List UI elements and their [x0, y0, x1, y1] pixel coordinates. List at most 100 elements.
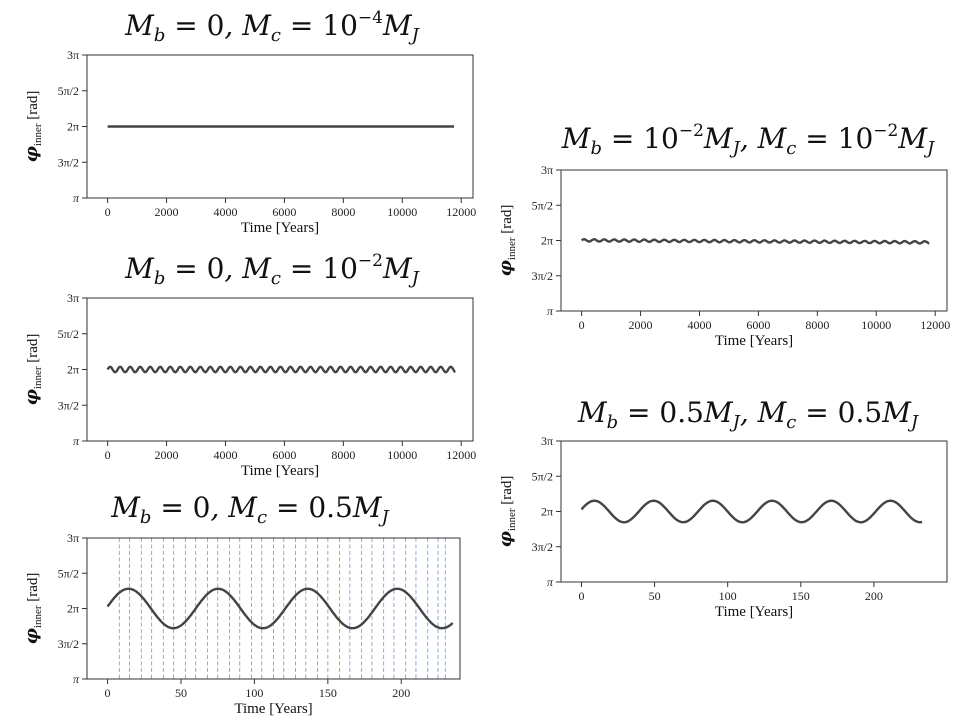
x-tick-label: 6000 [272, 205, 296, 219]
title-value: = 0 [151, 491, 210, 524]
title-value: = 10 [602, 122, 679, 155]
title-subscript: c [786, 138, 796, 159]
title-subscript: b [140, 507, 152, 528]
y-tick-label: 3π [67, 291, 79, 305]
y-label-unit: [rad] [499, 205, 515, 238]
x-axis-label: Time [Years] [241, 463, 319, 479]
x-tick-label: 0 [105, 686, 111, 700]
title-symbol: M [110, 491, 141, 524]
title-symbol: , M [224, 252, 272, 285]
data-series-line [580, 237, 930, 245]
y-tick-label: 2π [67, 120, 79, 134]
x-axis-label: Time [Years] [715, 333, 793, 349]
y-label-subscript: inner [506, 508, 518, 531]
y-tick-label: 5π/2 [58, 566, 79, 580]
y-label-unit: [rad] [25, 573, 41, 606]
title-subscript: b [154, 268, 166, 289]
title-subscript: b [154, 25, 166, 46]
x-tick-label: 50 [649, 589, 661, 603]
y-tick-label: 2π [67, 602, 79, 616]
y-tick-label: 3π [541, 434, 553, 448]
y-label-subscript: inner [32, 605, 44, 628]
title-unit: M [881, 396, 912, 429]
data-series-line [580, 499, 923, 524]
y-axis-label: φinner [rad] [495, 205, 518, 277]
y-label-symbol: φ [21, 145, 42, 162]
panel-title: Mb = 0, Mc = 10−2MJ [124, 251, 420, 289]
title-unit: M [352, 491, 383, 524]
y-tick-label: 3π [67, 48, 79, 62]
data-series-line [106, 365, 456, 374]
y-tick-label: 2π [67, 363, 79, 377]
y-label-unit: [rad] [25, 91, 41, 124]
y-axis-label: φinner [rad] [495, 476, 518, 548]
title-symbol: , M [224, 9, 272, 42]
title-symbol: , M [211, 491, 259, 524]
panel-title: Mb = 10−2MJ, Mc = 10−2MJ [561, 121, 936, 159]
title-unit-subscript: J [729, 138, 742, 159]
panel-title: Mb = 0, Mc = 0.5MJ [110, 491, 390, 528]
title-symbol: , M [740, 396, 788, 429]
x-tick-label: 0 [105, 205, 111, 219]
y-label-symbol: φ [495, 259, 516, 276]
y-tick-label: 5π/2 [58, 84, 79, 98]
y-tick-label: π [73, 434, 80, 448]
title-value: = 0.5 [618, 396, 704, 429]
x-tick-label: 200 [865, 589, 883, 603]
title-unit-subscript: J [923, 138, 936, 159]
title-subscript: c [786, 412, 796, 433]
panel-title: Mb = 0, Mc = 10−4MJ [124, 8, 420, 46]
y-tick-label: π [547, 304, 554, 318]
y-tick-label: 3π/2 [58, 155, 79, 169]
title-value: = 10 [281, 252, 358, 285]
x-tick-label: 12000 [446, 205, 476, 219]
title-symbol: M [577, 396, 608, 429]
x-tick-label: 12000 [920, 318, 950, 332]
y-axis-label: φinner [rad] [21, 334, 44, 406]
y-tick-label: 3π/2 [532, 269, 553, 283]
title-value: = 0.5 [267, 491, 353, 524]
title-subscript: c [271, 268, 281, 289]
title-exponent: −4 [358, 8, 383, 28]
x-axis-label: Time [Years] [241, 220, 319, 236]
x-axis-label: Time [Years] [234, 701, 312, 717]
x-tick-label: 2000 [629, 318, 653, 332]
title-subscript: c [271, 25, 281, 46]
title-value: = 10 [796, 122, 873, 155]
panel-title: Mb = 0.5MJ, Mc = 0.5MJ [577, 396, 920, 433]
title-exponent: −2 [873, 121, 898, 141]
x-axis-label: Time [Years] [715, 604, 793, 620]
y-tick-label: π [73, 672, 80, 686]
data-series-line [106, 587, 454, 630]
title-symbol: M [124, 9, 155, 42]
title-subscript: b [590, 138, 602, 159]
y-axis-label: φinner [rad] [21, 573, 44, 645]
title-value: = 10 [281, 9, 358, 42]
x-tick-label: 4000 [213, 448, 237, 462]
y-tick-label: 5π/2 [58, 327, 79, 341]
title-unit-subscript: J [907, 412, 920, 433]
x-tick-label: 8000 [331, 205, 355, 219]
y-tick-label: 3π/2 [58, 637, 79, 651]
x-tick-label: 2000 [155, 205, 179, 219]
y-axis-label: φinner [rad] [21, 91, 44, 163]
title-exponent: −2 [358, 251, 383, 271]
title-unit-subscript: J [408, 268, 421, 289]
x-tick-label: 6000 [272, 448, 296, 462]
x-tick-label: 10000 [387, 205, 417, 219]
title-symbol: M [561, 122, 592, 155]
x-tick-label: 0 [578, 589, 584, 603]
y-tick-label: 3π [67, 531, 79, 545]
x-tick-label: 10000 [387, 448, 417, 462]
title-symbol: M [124, 252, 155, 285]
x-tick-label: 150 [319, 686, 337, 700]
x-tick-label: 0 [579, 318, 585, 332]
title-value: = 0 [165, 252, 224, 285]
title-unit-subscript: J [378, 507, 391, 528]
